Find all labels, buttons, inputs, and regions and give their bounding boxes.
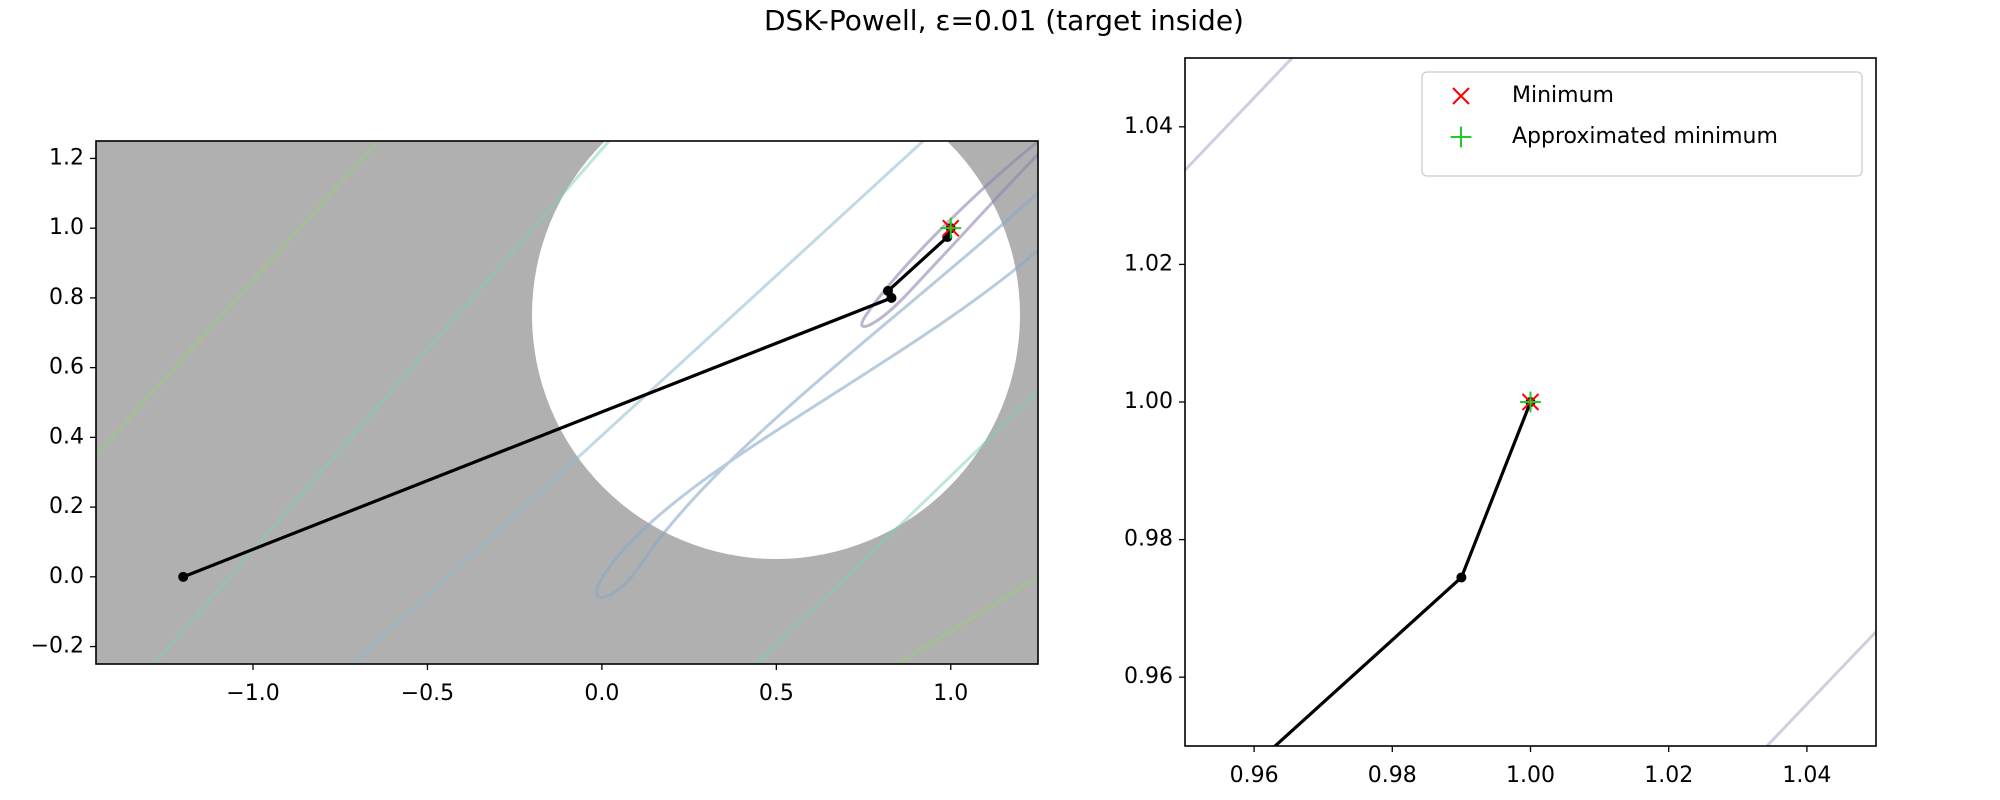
y-tick-label: 1.0	[49, 215, 84, 240]
y-tick-label: 1.02	[1124, 251, 1173, 276]
trust-region	[532, 141, 1020, 559]
contour	[152, 141, 611, 664]
x-tick-label: 0.98	[1368, 763, 1417, 788]
y-tick-label: 0.6	[49, 355, 84, 380]
contours	[96, 141, 1038, 664]
contour	[755, 389, 1038, 664]
figure-title: DSK-Powell, ε=0.01 (target inside)	[764, 4, 1244, 37]
contour	[351, 141, 925, 664]
x-tick-label: 1.00	[1506, 763, 1555, 788]
plot-area	[178, 217, 962, 582]
x-tick-label: 0.0	[584, 681, 619, 706]
legend-item: Minimum	[1452, 83, 1614, 108]
y-tick-label: 0.98	[1124, 527, 1173, 552]
y-tick-label: 1.04	[1124, 114, 1173, 139]
y-tick-label: −0.2	[31, 634, 84, 659]
contour	[595, 191, 1038, 599]
contour	[1185, 58, 1294, 172]
path-point	[882, 285, 893, 296]
contour	[860, 141, 1038, 328]
y-tick-label: 0.96	[1124, 664, 1173, 689]
path-line	[1272, 401, 1532, 746]
x-tick-label: −1.0	[226, 681, 279, 706]
marker-stroke	[1452, 87, 1470, 105]
marker	[1520, 391, 1541, 413]
y-tick-label: 0.4	[49, 424, 84, 449]
axes-frame	[95, 140, 1039, 665]
legend-marker	[1452, 87, 1470, 105]
y-tick-label: 0.0	[49, 564, 84, 589]
legend-marker	[1450, 126, 1472, 148]
x-tick-label: −0.5	[401, 681, 454, 706]
marker	[940, 217, 962, 239]
x-tick-label: 0.96	[1230, 763, 1279, 788]
contours	[1185, 58, 1876, 746]
path-point	[1456, 572, 1467, 583]
axes: −1.0 −0.5 0.0 0.5 1.0 −0.2 0.0 0.2 0.4 0.6 0.8 1.0 1…	[31, 140, 1039, 706]
y-tick-label: 1.2	[49, 145, 84, 170]
y-tick-label: 0.8	[49, 285, 84, 310]
x-tick-label: 1.04	[1782, 763, 1831, 788]
legend: Minimum Approximated minimum	[1421, 71, 1863, 177]
left-background	[96, 141, 1038, 664]
legend-box	[1421, 71, 1863, 177]
contour	[896, 575, 1038, 664]
legend-label: Minimum	[1512, 83, 1614, 108]
path-point	[178, 571, 189, 582]
y-tick-label: 0.2	[49, 494, 84, 519]
right-background	[1185, 58, 1876, 746]
contour	[96, 141, 380, 457]
axes: 0.96 0.98 1.00 1.02 1.04 0.96 0.98 1.00 1.02 1.04…	[1124, 57, 1877, 788]
contour	[1765, 631, 1876, 746]
x-tick-label: 1.0	[933, 681, 968, 706]
y-tick-label: 1.00	[1124, 389, 1173, 414]
legend-item: Approximated minimum	[1450, 124, 1778, 149]
plot-area	[1272, 391, 1541, 746]
x-tick-label: 1.02	[1644, 763, 1693, 788]
legend-label: Approximated minimum	[1512, 124, 1778, 149]
x-tick-label: 0.5	[759, 681, 794, 706]
